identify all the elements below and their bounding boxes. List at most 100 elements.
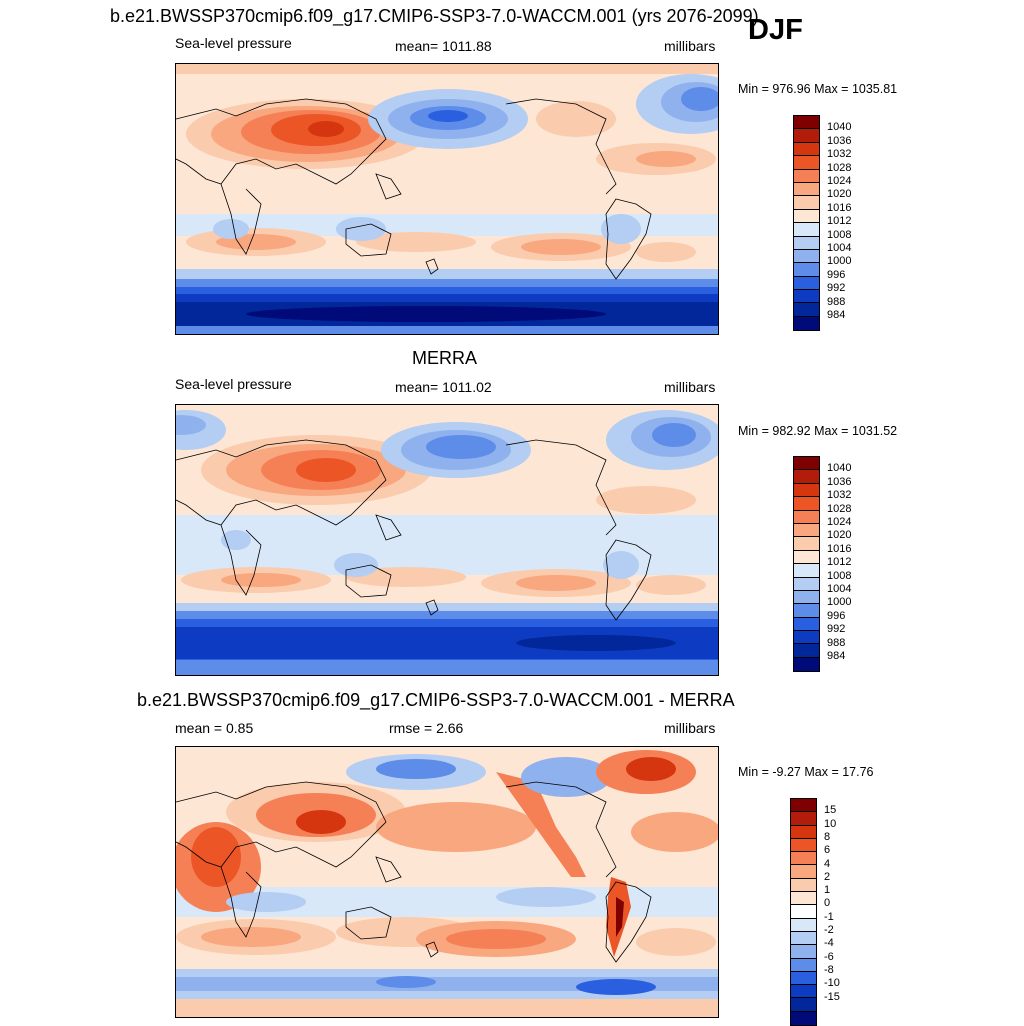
colorbar-swatch <box>791 958 816 972</box>
colorbar-swatch <box>791 971 816 986</box>
colorbar-tick-label: 988 <box>827 295 846 308</box>
colorbar-swatch <box>791 931 816 946</box>
colorbar-tick-label: 1000 <box>827 596 852 609</box>
colorbar-tick-label: 10 <box>824 817 837 830</box>
colorbar-tick-label: 1012 <box>827 556 852 569</box>
colorbar-tick-label: 1036 <box>827 134 852 147</box>
colorbar-tick-label: 996 <box>827 609 846 622</box>
colorbar-swatch <box>794 564 819 578</box>
colorbar-tick-label: 1032 <box>827 148 852 161</box>
colorbar-swatch <box>791 878 816 893</box>
colorbar-swatch <box>794 604 819 618</box>
colorbar-tick-label: 996 <box>827 268 846 281</box>
panel-1-variable-label: Sea-level pressure <box>175 35 292 51</box>
colorbar-swatch <box>791 825 816 839</box>
season-label: DJF <box>748 14 803 46</box>
colorbar-tick-label: 1040 <box>827 462 852 475</box>
colorbar-swatch <box>794 470 819 484</box>
colorbar-tick-label: -1 <box>824 910 834 923</box>
colorbar-tick-label: 1028 <box>827 502 852 515</box>
colorbar-tick-label: 1024 <box>827 516 852 528</box>
colorbar-swatch <box>794 523 819 538</box>
panel-1-map <box>175 63 719 335</box>
colorbar-swatch <box>794 457 819 471</box>
colorbar-swatch <box>794 483 819 498</box>
colorbar-swatch <box>794 510 819 524</box>
colorbar-swatch <box>791 838 816 853</box>
panel-1-colorbar <box>793 115 820 332</box>
colorbar-swatch <box>794 223 819 237</box>
colorbar-swatch <box>794 249 819 264</box>
colorbar-tick-label: 1028 <box>827 161 852 174</box>
colorbar-tick-label: 1012 <box>827 215 852 228</box>
colorbar-tick-label: 1032 <box>827 489 852 502</box>
panel-2-variable-label: Sea-level pressure <box>175 376 292 392</box>
colorbar-swatch <box>791 1011 816 1026</box>
colorbar-swatch <box>794 276 819 291</box>
panel-1-title: b.e21.BWSSP370cmip6.f09_g17.CMIP6-SSP3-7… <box>110 6 759 26</box>
colorbar-tick-label: 1004 <box>827 583 852 595</box>
colorbar-tick-label: 1020 <box>827 188 852 201</box>
colorbar-swatch <box>791 892 816 906</box>
panel-3-units-label: millibars <box>664 720 716 736</box>
panel-1-minmax: Min = 976.96 Max = 1035.81 <box>738 82 898 96</box>
colorbar-tick-label: 0 <box>824 897 831 910</box>
colorbar-swatch <box>794 577 819 591</box>
colorbar-swatch <box>791 985 816 999</box>
colorbar-swatch <box>794 644 819 658</box>
panel-2-colorbar <box>793 456 820 673</box>
panel-2-minmax: Min = 982.92 Max = 1031.52 <box>738 424 898 438</box>
colorbar-tick-label: 1008 <box>827 228 852 241</box>
colorbar-tick-label: -8 <box>824 963 834 976</box>
colorbar-tick-label: 1016 <box>827 201 852 214</box>
panel-3-rmse-label: rmse = 2.66 <box>389 720 464 736</box>
colorbar-swatch <box>794 617 819 632</box>
colorbar-tick-label: 992 <box>827 623 846 636</box>
colorbar-swatch <box>794 263 819 277</box>
panel-2-units-label: millibars <box>664 379 716 395</box>
colorbar-swatch <box>794 156 819 170</box>
colorbar-swatch <box>791 799 816 813</box>
colorbar-tick-label: 1036 <box>827 475 852 488</box>
colorbar-swatch <box>794 590 819 605</box>
colorbar-tick-label: 1000 <box>827 255 852 268</box>
panel-2-map <box>175 404 719 676</box>
colorbar-tick-label: 1004 <box>827 242 852 254</box>
colorbar-swatch <box>794 236 819 250</box>
colorbar-swatch <box>794 196 819 210</box>
colorbar-tick-label: 1008 <box>827 569 852 582</box>
panel-3-minmax: Min = -9.27 Max = 17.76 <box>738 765 874 779</box>
colorbar-swatch <box>794 657 819 672</box>
colorbar-swatch <box>794 129 819 143</box>
colorbar-swatch <box>791 918 816 932</box>
panel-3-map <box>175 746 719 1018</box>
colorbar-swatch <box>791 998 816 1012</box>
panel-3-colorbar <box>790 798 817 1026</box>
colorbar-swatch <box>794 316 819 331</box>
colorbar-swatch <box>794 209 819 224</box>
colorbar-tick-label: -2 <box>824 924 834 936</box>
panel-1-mean-label: mean= 1011.88 <box>395 38 492 54</box>
colorbar-tick-label: 1024 <box>827 175 852 187</box>
panel-1-units-label: millibars <box>664 38 716 54</box>
colorbar-swatch <box>794 537 819 551</box>
colorbar-tick-label: 1040 <box>827 121 852 134</box>
colorbar-tick-label: 6 <box>824 844 831 857</box>
colorbar-tick-label: -15 <box>824 990 840 1003</box>
colorbar-tick-label: 1020 <box>827 529 852 542</box>
colorbar-swatch <box>791 905 816 919</box>
colorbar-tick-label: -4 <box>824 937 834 950</box>
colorbar-swatch <box>791 812 816 826</box>
colorbar-swatch <box>794 182 819 197</box>
panel-2-mean-label: mean= 1011.02 <box>395 379 492 395</box>
colorbar-tick-label: 15 <box>824 804 837 817</box>
colorbar-tick-label: 992 <box>827 282 846 295</box>
colorbar-swatch <box>794 169 819 183</box>
colorbar-tick-label: 2 <box>824 870 831 883</box>
colorbar-tick-label: 988 <box>827 636 846 649</box>
colorbar-tick-label: -6 <box>824 950 834 963</box>
colorbar-swatch <box>794 497 819 511</box>
colorbar-swatch <box>794 142 819 157</box>
colorbar-tick-label: 1016 <box>827 542 852 555</box>
colorbar-swatch <box>794 116 819 130</box>
